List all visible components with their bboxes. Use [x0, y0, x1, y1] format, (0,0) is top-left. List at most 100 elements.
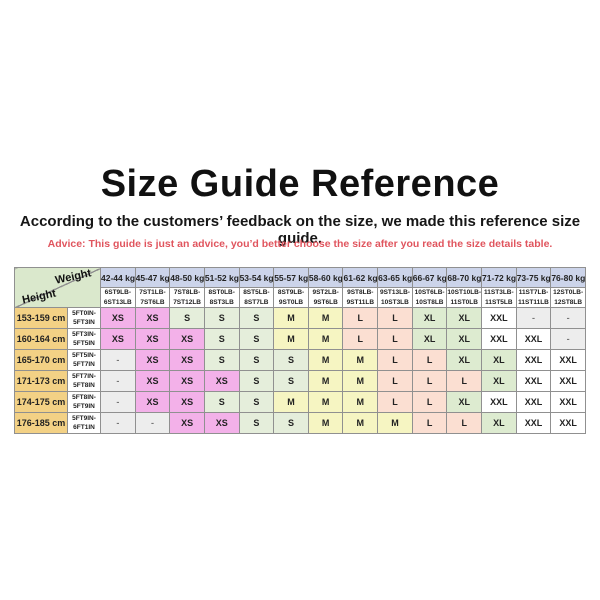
- weight-lb-header: 7ST1LB- 7ST6LB: [134, 287, 171, 308]
- size-cell: M: [307, 307, 344, 329]
- height-cm-cell: 176-185 cm: [14, 412, 68, 434]
- weight-kg-header: 55-57 kg: [273, 267, 309, 288]
- weight-axis-label: Weight: [53, 267, 92, 287]
- size-cell: M: [273, 328, 309, 350]
- size-cell: -: [134, 412, 171, 434]
- size-cell: S: [203, 328, 240, 350]
- size-cell: S: [238, 370, 275, 392]
- advice-note: Advice: This guide is just an advice, yo…: [47, 238, 553, 250]
- size-cell: XXL: [515, 370, 552, 392]
- size-cell: XXL: [515, 328, 552, 350]
- size-cell: S: [203, 307, 240, 329]
- size-cell: XS: [203, 412, 240, 434]
- weight-kg-header: 63-65 kg: [377, 267, 413, 288]
- height-ftin-cell: 5FT9IN- 6FT1IN: [67, 412, 101, 434]
- size-cell: M: [342, 349, 379, 371]
- weight-lb-header: 8ST9LB- 9ST0LB: [273, 287, 309, 308]
- size-cell: L: [446, 370, 483, 392]
- weight-kg-header: 42-44 kg: [100, 267, 136, 288]
- size-cell: M: [377, 412, 413, 434]
- size-cell: M: [307, 349, 344, 371]
- size-cell: S: [273, 370, 309, 392]
- weight-lb-header: 9ST13LB- 10ST3LB: [377, 287, 413, 308]
- size-cell: -: [550, 307, 586, 329]
- weight-lb-header: 8ST0LB- 8ST3LB: [203, 287, 240, 308]
- weight-kg-header: 71-72 kg: [481, 267, 517, 288]
- size-cell: XXL: [481, 307, 517, 329]
- size-cell: XS: [134, 370, 171, 392]
- size-cell: L: [411, 391, 448, 413]
- weight-lb-header: 10ST6LB- 10ST8LB: [411, 287, 448, 308]
- height-cm-cell: 171-173 cm: [14, 370, 68, 392]
- size-cell: S: [203, 349, 240, 371]
- size-cell: XXL: [515, 412, 552, 434]
- table-row: 174-175 cm 5FT8IN- 5FT9IN - XS XS S S M M M L L XL XXL…: [14, 391, 586, 413]
- table-row: 171-173 cm 5FT7IN- 5FT8IN - XS XS XS S S M M L L L XL X…: [14, 370, 586, 392]
- size-cell: S: [203, 391, 240, 413]
- weight-lb-row: 6ST9LB- 6ST13LB 7ST1LB- 7ST6LB 7ST8LB- 7ST12L…: [15, 287, 586, 308]
- size-cell: XL: [446, 349, 483, 371]
- size-cell: XL: [446, 328, 483, 350]
- size-cell: L: [377, 307, 413, 329]
- size-cell: XS: [134, 349, 171, 371]
- size-cell: S: [169, 307, 205, 329]
- size-cell: -: [515, 307, 552, 329]
- height-ftin-cell: 5FT8IN- 5FT9IN: [67, 391, 101, 413]
- weight-lb-header: 11ST3LB- 11ST5LB: [481, 287, 517, 308]
- size-cell: L: [411, 349, 448, 371]
- height-cm-cell: 165-170 cm: [14, 349, 68, 371]
- size-cell: XS: [134, 307, 171, 329]
- height-axis-label: Height: [21, 287, 58, 307]
- corner-cell: Weight Height: [14, 267, 101, 308]
- size-cell: XL: [411, 307, 448, 329]
- weight-lb-header: 10ST10LB- 11ST0LB: [446, 287, 483, 308]
- size-cell: M: [342, 412, 379, 434]
- size-cell: S: [238, 307, 275, 329]
- size-cell: XS: [203, 370, 240, 392]
- size-cell: XS: [169, 412, 205, 434]
- size-cell: XS: [100, 307, 136, 329]
- weight-kg-header: 68-70 kg: [446, 267, 483, 288]
- size-cell: S: [273, 349, 309, 371]
- size-cell: L: [446, 412, 483, 434]
- table-row: 160-164 cm 5FT3IN- 5FT5IN XS XS XS S S M M L L XL XL X…: [14, 328, 586, 350]
- size-cell: S: [238, 391, 275, 413]
- height-ftin-cell: 5FT7IN- 5FT8IN: [67, 370, 101, 392]
- size-cell: L: [377, 370, 413, 392]
- size-cell: XL: [481, 370, 517, 392]
- height-ftin-cell: 5FT0IN- 5FT3IN: [67, 307, 101, 329]
- size-cell: XL: [481, 412, 517, 434]
- size-cell: XL: [446, 391, 483, 413]
- height-ftin-cell: 5FT5IN- 5FT7IN: [67, 349, 101, 371]
- size-cell: XS: [169, 370, 205, 392]
- weight-kg-header: 48-50 kg: [169, 267, 205, 288]
- weight-lb-header: 9ST8LB- 9ST11LB: [342, 287, 379, 308]
- size-cell: L: [377, 349, 413, 371]
- weight-kg-header: 53-54 kg: [238, 267, 275, 288]
- size-cell: XS: [169, 349, 205, 371]
- weight-kg-header: 66-67 kg: [411, 267, 448, 288]
- size-cell: S: [238, 349, 275, 371]
- weight-kg-header: 45-47 kg: [134, 267, 171, 288]
- height-cm-cell: 174-175 cm: [14, 391, 68, 413]
- table-row: 165-170 cm 5FT5IN- 5FT7IN - XS XS S S S M M L L XL XL X…: [14, 349, 586, 371]
- height-cm-cell: 160-164 cm: [14, 328, 68, 350]
- size-cell: S: [238, 412, 275, 434]
- size-cell: S: [273, 412, 309, 434]
- size-cell: -: [550, 328, 586, 350]
- size-cell: XS: [169, 328, 205, 350]
- size-cell: L: [411, 370, 448, 392]
- weight-lb-header: 7ST8LB- 7ST12LB: [169, 287, 205, 308]
- size-guide-table: Weight Height 42-44 kg 45-47 kg 48-50 kg 51…: [14, 267, 586, 434]
- table-row: 153-159 cm 5FT0IN- 5FT3IN XS XS S S S M M L L XL XL XX…: [14, 307, 586, 329]
- size-cell: M: [342, 370, 379, 392]
- size-cell: -: [100, 412, 136, 434]
- height-cm-cell: 153-159 cm: [14, 307, 68, 329]
- weight-lb-header: 12ST0LB- 12ST8LB: [550, 287, 586, 308]
- size-cell: XL: [411, 328, 448, 350]
- size-cell: XS: [134, 391, 171, 413]
- size-cell: XXL: [550, 391, 586, 413]
- weight-kg-header: 51-52 kg: [203, 267, 240, 288]
- size-cell: XL: [446, 307, 483, 329]
